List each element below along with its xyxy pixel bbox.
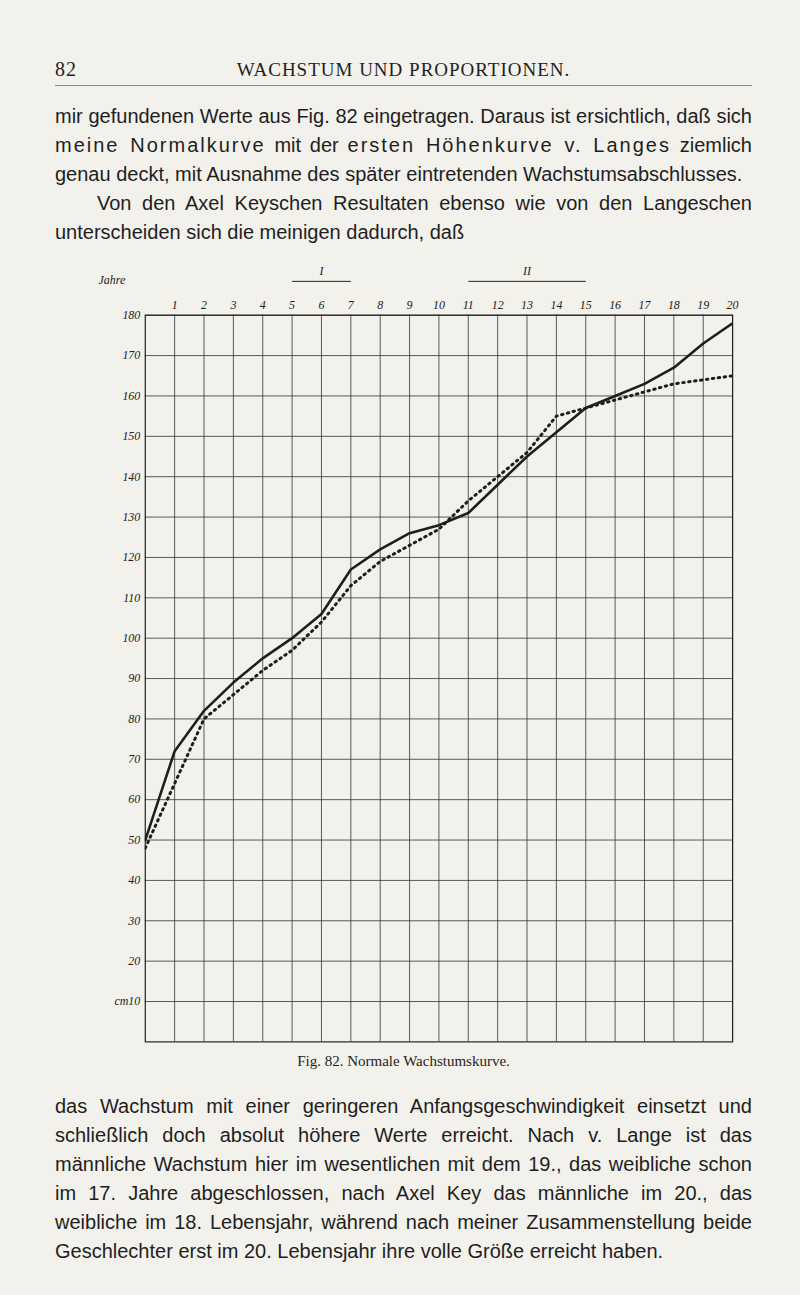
svg-text:180: 180 [122, 308, 140, 322]
html-text:das Wachstum mit einer geringe: das Wachstum mit einer geringeren Anfang… [55, 1095, 752, 1263]
html-text:WACHSTUM UND PROPORTIONEN.: WACHSTUM UND PROPORTIONEN. [236, 59, 571, 80]
svg-text:30: 30 [127, 914, 140, 928]
svg-text:100: 100 [122, 631, 140, 645]
svg-text:90: 90 [128, 671, 140, 685]
svg-text:17: 17 [639, 298, 652, 312]
svg-text:9: 9 [407, 298, 413, 312]
svg-text:170: 170 [122, 348, 140, 362]
html-text:meine Normalkurve mit der erst: meine Normalkurve mit der ersten Höhenku… [55, 134, 752, 185]
html-text:mir gefundenen Werte aus Fig.: mir gefundenen Werte aus Fig. 82 eingetr… [55, 105, 752, 127]
svg-text:6: 6 [318, 298, 324, 312]
html-text:Fig. 82. Normale Wachstumskurv: Fig. 82. Normale Wachstumskurve. [297, 1053, 510, 1070]
svg-text:3: 3 [229, 298, 236, 312]
svg-text:50: 50 [128, 833, 140, 847]
svg-text:140: 140 [122, 470, 140, 484]
svg-text:10: 10 [433, 298, 445, 312]
svg-text:80: 80 [128, 712, 140, 726]
svg-text:2: 2 [201, 298, 207, 312]
svg-text:130: 130 [122, 510, 140, 524]
svg-text:12: 12 [492, 298, 504, 312]
svg-text:20: 20 [128, 954, 140, 968]
svg-text:11: 11 [463, 298, 474, 312]
svg-text:120: 120 [122, 550, 140, 564]
svg-text:cm10: cm10 [114, 994, 140, 1008]
svg-text:20: 20 [727, 298, 739, 312]
svg-text:Jahre: Jahre [98, 273, 125, 287]
svg-text:14: 14 [550, 298, 562, 312]
svg-text:150: 150 [122, 429, 140, 443]
svg-text:18: 18 [668, 298, 680, 312]
svg-text:4: 4 [260, 298, 266, 312]
svg-text:40: 40 [128, 873, 140, 887]
html-text:Von den Axel Keyschen Resultat: Von den Axel Keyschen Resultaten ebenso … [55, 192, 752, 243]
svg-text:16: 16 [609, 298, 621, 312]
svg-text:1: 1 [172, 298, 178, 312]
svg-text:110: 110 [123, 591, 140, 605]
svg-text:60: 60 [128, 792, 140, 806]
svg-text:13: 13 [521, 298, 533, 312]
svg-text:7: 7 [348, 298, 355, 312]
html-text:82: 82 [55, 58, 77, 80]
svg-text:19: 19 [697, 298, 709, 312]
svg-text:8: 8 [377, 298, 383, 312]
svg-text:70: 70 [128, 752, 140, 766]
svg-text:I: I [318, 264, 324, 278]
svg-text:II: II [522, 264, 532, 278]
svg-text:15: 15 [580, 298, 592, 312]
svg-text:5: 5 [289, 298, 295, 312]
svg-text:160: 160 [122, 389, 140, 403]
